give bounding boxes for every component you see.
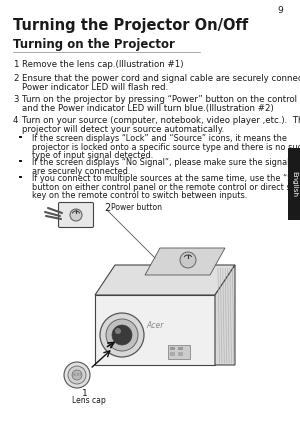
Bar xyxy=(178,352,183,356)
Text: Power button: Power button xyxy=(111,203,162,212)
Text: Power indicator LED will flash red.: Power indicator LED will flash red. xyxy=(22,83,168,92)
Text: acer: acer xyxy=(72,372,83,378)
Text: If the screen displays “No Signal”, please make sure the signal cables: If the screen displays “No Signal”, plea… xyxy=(32,158,300,167)
Circle shape xyxy=(64,362,90,388)
Text: English: English xyxy=(291,171,297,197)
Text: 1: 1 xyxy=(13,60,19,69)
Circle shape xyxy=(180,252,196,268)
Text: 2: 2 xyxy=(13,74,19,83)
Bar xyxy=(178,347,183,350)
Text: 2: 2 xyxy=(104,203,110,213)
Bar xyxy=(168,345,190,359)
Bar xyxy=(19,175,22,178)
Text: projector will detect your source automatically.: projector will detect your source automa… xyxy=(22,125,224,134)
Circle shape xyxy=(100,313,144,357)
Text: If the screen displays “Lock” and “Source” icons, it means the: If the screen displays “Lock” and “Sourc… xyxy=(32,134,287,143)
Polygon shape xyxy=(215,265,235,365)
Text: Turning on the Projector: Turning on the Projector xyxy=(13,38,175,51)
Circle shape xyxy=(112,325,132,345)
Text: type of input signal detected.: type of input signal detected. xyxy=(32,151,153,160)
Text: Acer: Acer xyxy=(146,320,164,329)
Bar xyxy=(19,135,22,138)
Text: Turning the Projector On/Off: Turning the Projector On/Off xyxy=(13,18,248,33)
Text: button on either control panel or the remote control or direct source: button on either control panel or the re… xyxy=(32,182,300,191)
Text: Lens cap: Lens cap xyxy=(72,396,106,405)
Circle shape xyxy=(68,366,86,384)
Bar xyxy=(288,148,300,220)
Bar xyxy=(19,160,22,162)
Text: projector is locked onto a specific source type and there is no such: projector is locked onto a specific sour… xyxy=(32,142,300,151)
Circle shape xyxy=(72,370,82,380)
Circle shape xyxy=(115,328,121,334)
Text: key on the remote control to switch between inputs.: key on the remote control to switch betw… xyxy=(32,191,247,200)
Circle shape xyxy=(106,319,138,351)
Bar xyxy=(170,352,175,356)
Text: Remove the lens cap.(Illustration #1): Remove the lens cap.(Illustration #1) xyxy=(22,60,184,69)
Bar xyxy=(170,347,175,350)
Text: 3: 3 xyxy=(13,95,19,104)
Polygon shape xyxy=(95,295,215,365)
Text: and the Power indicator LED will turn blue.(Illustration #2): and the Power indicator LED will turn bl… xyxy=(22,104,274,113)
Text: 9: 9 xyxy=(277,6,283,15)
Text: 4: 4 xyxy=(13,116,19,125)
Text: Turn on the projector by pressing “Power” button on the control panel,: Turn on the projector by pressing “Power… xyxy=(22,95,300,104)
Circle shape xyxy=(70,209,82,221)
Polygon shape xyxy=(95,265,235,295)
Text: 1: 1 xyxy=(82,389,88,398)
Polygon shape xyxy=(145,248,225,275)
Text: Ensure that the power cord and signal cable are securely connected.  The: Ensure that the power cord and signal ca… xyxy=(22,74,300,83)
Text: are securely connected.: are securely connected. xyxy=(32,166,130,175)
Text: If you connect to multiple sources at the same time, use the “Source”: If you connect to multiple sources at th… xyxy=(32,174,300,183)
Text: Turn on your source (computer, notebook, video player ,etc.).  The: Turn on your source (computer, notebook,… xyxy=(22,116,300,125)
FancyBboxPatch shape xyxy=(58,203,94,227)
